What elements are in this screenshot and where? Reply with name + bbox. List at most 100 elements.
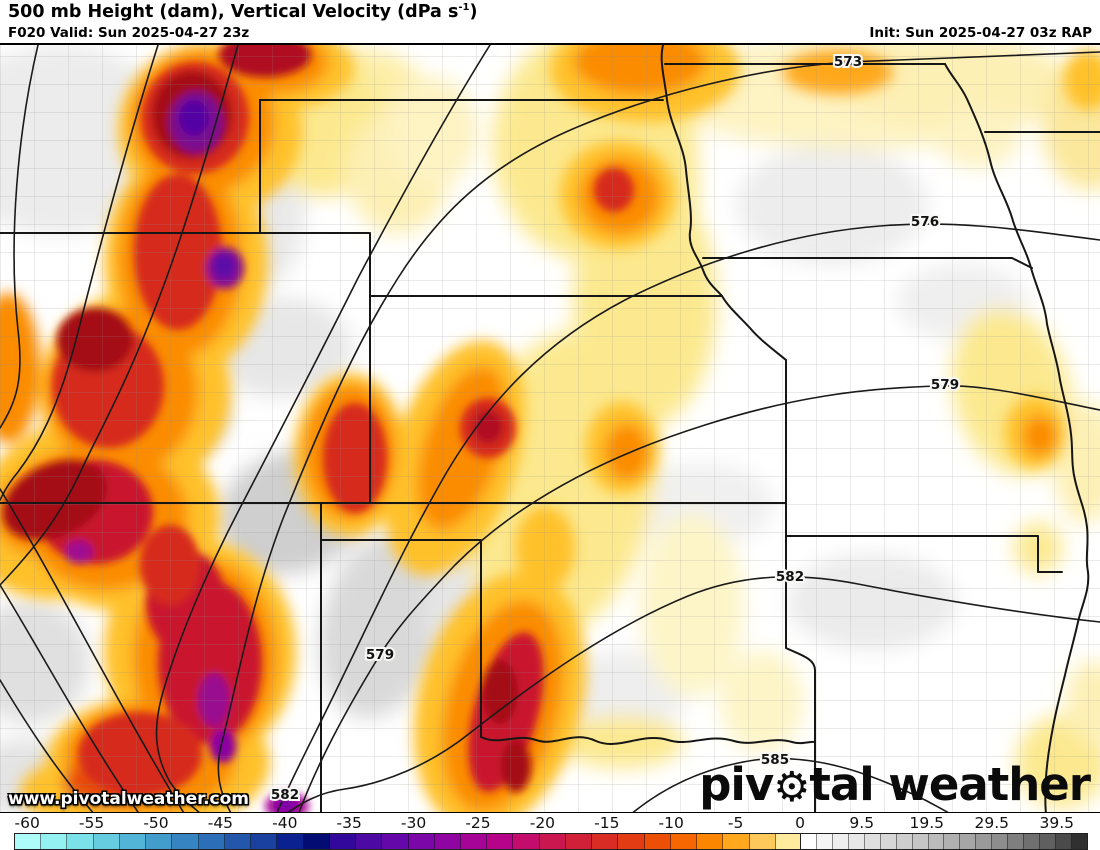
border-mississippi-river <box>944 63 1090 813</box>
colorbar-tick-label: 0 <box>795 814 805 832</box>
colorbar-cell <box>880 834 897 849</box>
colorbar-cell <box>944 834 961 849</box>
colorbar-cell <box>172 834 199 849</box>
border-co-ne-ks <box>0 232 371 504</box>
colorbar-cell <box>775 834 802 849</box>
contour-label: 579 <box>366 647 394 663</box>
colorbar-cell <box>356 834 383 849</box>
colorbar-cell <box>460 834 488 849</box>
contour-trough-west-3 <box>0 679 95 813</box>
colorbar-cell <box>749 834 776 849</box>
colorbar-cell <box>992 834 1009 849</box>
map-layers: 573 576 579 579 582 582 585 <box>0 45 1100 813</box>
colorbar-cell <box>565 834 593 849</box>
contour-label-group: 573 576 579 579 582 582 585 <box>269 52 961 805</box>
colorbar-tick-label: -55 <box>78 814 105 832</box>
colorbar-cell <box>644 834 671 849</box>
logo-text-post: tal weather <box>809 758 1091 811</box>
colorbar-tick-label: -30 <box>400 814 427 832</box>
watermark-url: www.pivotalweather.com <box>8 789 250 809</box>
colorbar-cell <box>434 834 461 849</box>
colorbar-cell <box>801 834 817 849</box>
colorbar-cell <box>513 834 540 849</box>
contour-582 <box>285 576 1100 813</box>
colorbar-cell <box>1071 834 1087 849</box>
colorbar: -60 -55 -50 -45 -40 -35 -30 -25 -20 -15 -10 -5 0 9.5 1… <box>0 813 1100 850</box>
contour-573 <box>217 51 1100 813</box>
colorbar-cell <box>93 834 120 849</box>
colorbar-tick-label: -40 <box>272 814 298 832</box>
colorbar-cell <box>146 834 173 849</box>
contour-label: 573 <box>834 54 862 70</box>
colorbar-cell <box>670 834 698 849</box>
colorbar-tick-label: -15 <box>594 814 620 832</box>
contour-585 <box>631 757 951 813</box>
colorbar-cells-positive <box>800 833 1088 850</box>
colorbar-cell <box>960 834 977 849</box>
page-title: 500 mb Height (dam), Vertical Velocity (… <box>8 2 478 22</box>
contour-label: 582 <box>776 569 804 585</box>
colorbar-cell <box>198 834 225 849</box>
title-text: 500 mb Height (dam), Vertical Velocity (… <box>8 2 459 22</box>
title-close: ) <box>469 2 478 22</box>
contour-label: 585 <box>761 752 789 768</box>
title-superscript: -1 <box>458 2 470 14</box>
contour-564 <box>0 45 159 501</box>
colorbar-cell <box>697 834 724 849</box>
colorbar-cell <box>251 834 278 849</box>
colorbar-tick-label: -10 <box>658 814 684 832</box>
colorbar-tick-label: 29.5 <box>974 814 1010 832</box>
init-time-label: Init: Sun 2025-04-27 03z RAP <box>869 25 1092 41</box>
colorbar-tick-label: -45 <box>207 814 234 832</box>
colorbar-cell <box>408 834 435 849</box>
contour-576 <box>275 223 1100 813</box>
contour-570 <box>155 45 491 813</box>
contour-561 <box>0 45 39 429</box>
colorbar-cell <box>832 834 849 849</box>
colorbar-cell <box>303 834 330 849</box>
colorbar-cell <box>816 834 833 849</box>
colorbar-cell <box>896 834 913 849</box>
valid-time-label: F020 Valid: Sun 2025-04-27 23z <box>8 25 250 41</box>
colorbar-cell <box>864 834 881 849</box>
colorbar-cell <box>1056 834 1072 849</box>
state-borders <box>0 45 1100 813</box>
colorbar-tick-label: 19.5 <box>909 814 945 832</box>
colorbar-cell <box>723 834 750 849</box>
colorbar-cell <box>618 834 645 849</box>
colorbar-tick-label: -25 <box>465 814 491 832</box>
colorbar-cell <box>224 834 252 849</box>
colorbar-tick-label: 39.5 <box>1039 814 1075 832</box>
colorbar-cell <box>67 834 94 849</box>
contour-trough-west-1 <box>0 488 185 813</box>
colorbar-cell <box>1040 834 1056 849</box>
gear-icon: ⚙ <box>773 763 810 811</box>
colorbar-cell <box>1008 834 1025 849</box>
colorbar-cell <box>119 834 147 849</box>
colorbar-cell <box>848 834 865 849</box>
contour-579 <box>297 385 1100 813</box>
colorbar-cell <box>592 834 619 849</box>
colorbar-tick-label: -50 <box>143 814 169 832</box>
border-missouri-river <box>660 45 787 361</box>
colorbar-cell <box>277 834 304 849</box>
colorbar-cell <box>1024 834 1041 849</box>
colorbar-tick-label: 9.5 <box>849 814 875 832</box>
contour-567 <box>0 45 239 586</box>
colorbar-cell <box>15 834 42 849</box>
border-ok-panhandle <box>320 539 482 738</box>
contour-label: 576 <box>911 214 939 230</box>
logo-text-pre: piv <box>699 758 774 811</box>
contour-label: 579 <box>931 377 959 393</box>
colorbar-tick-label: -20 <box>529 814 556 832</box>
border-red-river <box>480 736 816 745</box>
colorbar-cell <box>487 834 514 849</box>
pivotal-weather-logo: piv⚙tal weather <box>699 762 1091 808</box>
contour-trough-west-2 <box>0 584 140 813</box>
county-grid <box>0 45 1100 813</box>
colorbar-tick-label: -35 <box>336 814 362 832</box>
colorbar-cell <box>928 834 945 849</box>
